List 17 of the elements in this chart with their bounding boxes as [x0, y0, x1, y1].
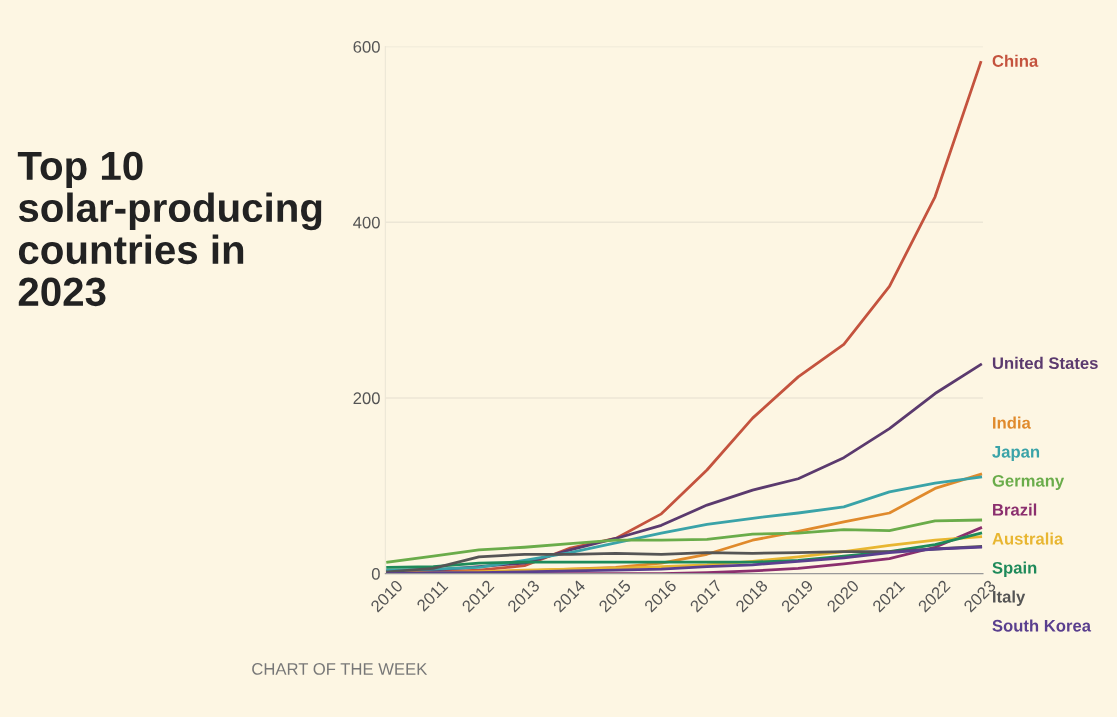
- text: Italy: [993, 590, 1026, 606]
- series-label: Germany: [992, 474, 1065, 491]
- series-label: Brazil: [993, 503, 1037, 516]
- text: India: [993, 416, 1031, 429]
- y-tick-label: 0: [371, 568, 380, 580]
- y-tick-label: 400: [353, 216, 380, 229]
- text: CHART OF THE WEEK: [252, 663, 428, 675]
- series-label: China: [992, 54, 1039, 67]
- series-label: Japan: [992, 446, 1040, 462]
- text: South Korea: [992, 619, 1092, 632]
- series-label: United States: [992, 356, 1098, 370]
- y-tick-label: 600: [353, 41, 380, 53]
- text: Top 10 solar-producing countries in 2023: [17, 151, 322, 307]
- y-tick-label: 200: [353, 392, 380, 405]
- series-label: Australia: [992, 532, 1064, 545]
- line-series: [386, 518, 983, 564]
- series-label: Spain: [992, 561, 1037, 577]
